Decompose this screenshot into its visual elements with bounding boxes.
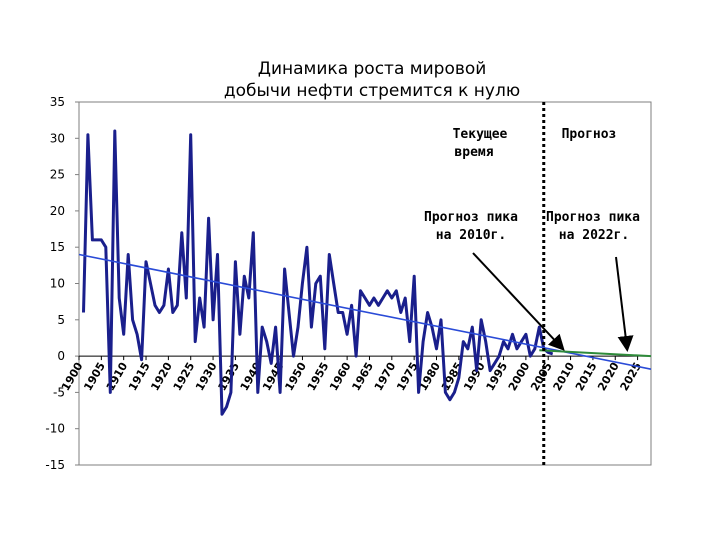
y-tick-label: 10 [50, 277, 65, 291]
annotation-peak-2010-l2: на 2010г. [436, 228, 506, 243]
annotation-peak-2010-l1: Прогноз пика [424, 210, 518, 225]
chart-title-line-2: добычи нефти стремится к нулю [224, 81, 520, 101]
annotation-peak-2022-l1: Прогноз пика [546, 210, 640, 225]
x-tick-label: 1955 [305, 360, 332, 393]
production-growth-series [82, 129, 554, 416]
x-tick-label: 2015 [573, 360, 600, 393]
x-tick-label: 1915 [126, 360, 153, 393]
x-tick-label: 1965 [349, 360, 376, 393]
y-tick-label: 5 [57, 313, 65, 327]
x-tick-label: 1960 [327, 360, 354, 393]
annotation-current-time-l2: время [454, 145, 493, 160]
x-tick-label: 2000 [506, 360, 533, 393]
x-tick-label: 1905 [81, 360, 108, 393]
x-tick-label: 2020 [595, 360, 622, 393]
x-tick-label: 1970 [372, 360, 399, 393]
y-tick-label: 15 [50, 240, 65, 254]
y-tick-label: 0 [57, 349, 65, 363]
annotation-forecast: Прогноз [562, 127, 617, 142]
arrow-peak-2022 [615, 256, 634, 352]
chart-title-line-1: Динамика роста мировой [258, 59, 487, 79]
x-tick-label: 1925 [171, 360, 198, 393]
y-tick-label: 35 [50, 95, 65, 109]
x-axis: 1900190519101915192019251930193519401945… [59, 355, 651, 393]
x-tick-label: 1900 [59, 360, 86, 393]
plot-area [78, 101, 652, 466]
annotation-current-time-l1: Текущее [453, 127, 508, 142]
forecast-line-series [539, 349, 652, 358]
y-tick-label: 30 [50, 131, 65, 145]
y-tick-label: -10 [45, 422, 65, 436]
annotation-peak-2022-l2: на 2022г. [559, 228, 629, 243]
x-tick-label: 1995 [484, 360, 511, 393]
x-tick-label: 1910 [104, 360, 131, 393]
x-tick-label: 1990 [461, 360, 488, 393]
x-tick-label: 1920 [148, 360, 175, 393]
y-tick-label: 25 [50, 168, 65, 182]
y-axis: -15 -10 -5 0 5 10 15 20 25 30 35 [45, 95, 79, 472]
y-tick-label: -15 [45, 458, 65, 472]
y-tick-label: 20 [50, 204, 65, 218]
x-tick-label: 1945 [260, 360, 287, 393]
arrow-peak-2010 [472, 252, 565, 351]
x-tick-label: 2010 [551, 360, 578, 393]
x-tick-label: 1950 [282, 360, 309, 393]
x-tick-label: 2005 [528, 360, 555, 393]
x-tick-label: 1930 [193, 360, 220, 393]
y-tick-label: -5 [53, 385, 65, 399]
